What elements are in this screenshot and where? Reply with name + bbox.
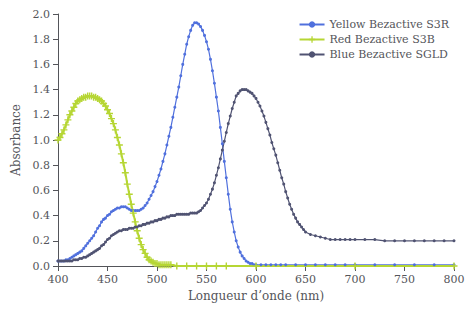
svg-text:2.0: 2.0 xyxy=(33,8,51,21)
svg-text:1.0: 1.0 xyxy=(33,134,51,147)
svg-text:800: 800 xyxy=(444,273,465,286)
svg-text:Red Bezactive S3B: Red Bezactive S3B xyxy=(330,33,435,46)
svg-text:0.0: 0.0 xyxy=(33,260,51,273)
svg-text:500: 500 xyxy=(147,273,168,286)
svg-text:450: 450 xyxy=(97,273,118,286)
svg-text:1.2: 1.2 xyxy=(33,108,51,121)
svg-text:0.8: 0.8 xyxy=(33,159,51,172)
svg-text:1.8: 1.8 xyxy=(33,33,51,46)
svg-text:700: 700 xyxy=(345,273,366,286)
svg-text:0.2: 0.2 xyxy=(33,234,51,247)
svg-text:750: 750 xyxy=(394,273,415,286)
svg-text:1.6: 1.6 xyxy=(33,58,51,71)
svg-text:0.6: 0.6 xyxy=(33,184,51,197)
svg-text:1.4: 1.4 xyxy=(33,83,51,96)
svg-text:600: 600 xyxy=(246,273,267,286)
svg-text:Longueur d’onde (nm): Longueur d’onde (nm) xyxy=(188,289,324,303)
svg-text:0.4: 0.4 xyxy=(33,209,51,222)
svg-text:650: 650 xyxy=(295,273,316,286)
svg-text:Blue Bezactive SGLD: Blue Bezactive SGLD xyxy=(330,48,449,61)
svg-text:Yellow Bezactive S3R: Yellow Bezactive S3R xyxy=(329,18,450,31)
svg-text:400: 400 xyxy=(48,273,69,286)
svg-text:550: 550 xyxy=(196,273,217,286)
svg-text:Absorbance: Absorbance xyxy=(9,104,23,177)
